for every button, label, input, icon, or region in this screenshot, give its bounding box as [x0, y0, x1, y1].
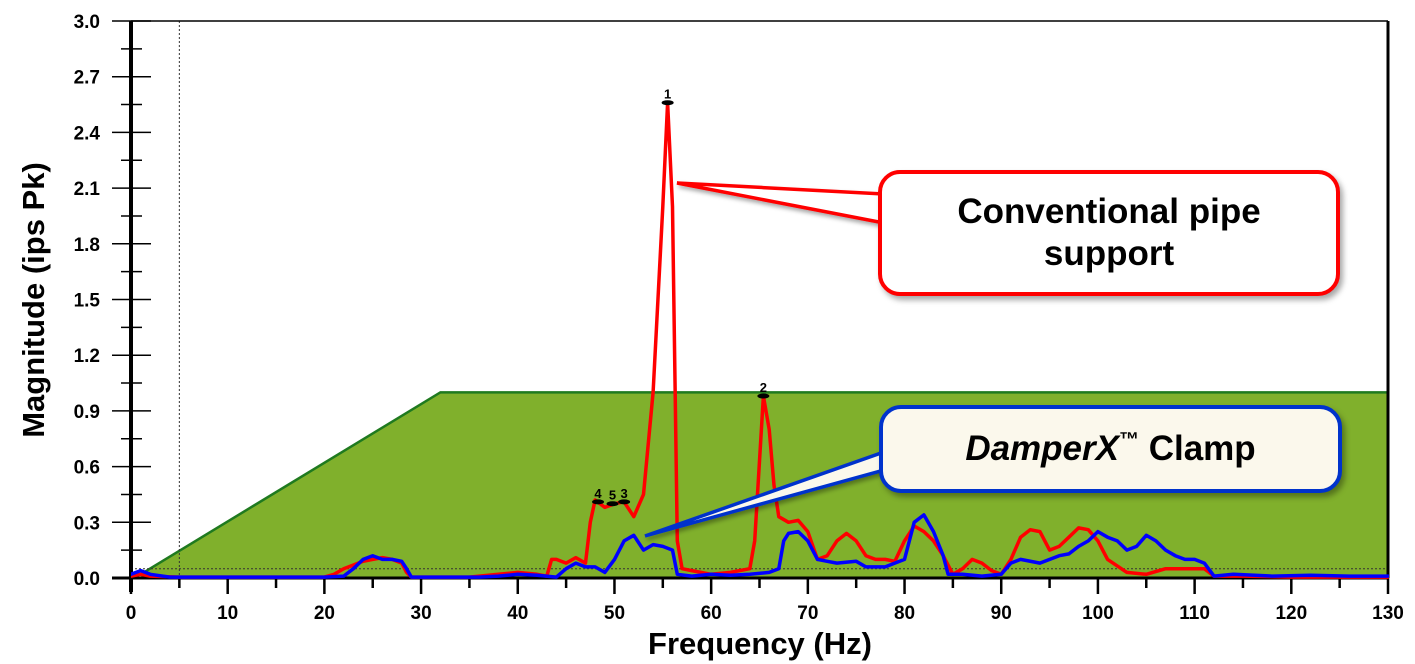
peak-marker-dot	[606, 501, 619, 507]
y-tick-label: 3.0	[74, 12, 100, 33]
x-tick-label: 30	[411, 603, 432, 624]
x-tick-label: 70	[797, 603, 818, 624]
series-damperx-line	[131, 513, 1389, 579]
peak-marker-dot	[757, 393, 770, 399]
x-tick-label: 20	[314, 603, 335, 624]
damperx-suffix: Clamp	[1138, 429, 1256, 468]
callout-conventional-text: Conventional pipe support	[957, 192, 1261, 273]
callout-conventional-pipe-support: Conventional pipe support	[878, 170, 1340, 296]
red-callout-pointer	[676, 181, 886, 226]
y-tick-label: 1.2	[74, 346, 100, 367]
x-tick-label: 90	[991, 603, 1012, 624]
x-tick-label: 100	[1082, 603, 1114, 624]
peak-marker-label: 1	[664, 87, 671, 102]
y-tick-label: 2.1	[74, 179, 101, 200]
y-tick-label: 1.8	[74, 235, 100, 256]
data-series	[131, 100, 1389, 579]
x-tick-label: 10	[217, 603, 238, 624]
x-tick-label: 110	[1179, 603, 1210, 624]
y-tick-label: 1.5	[74, 291, 101, 312]
x-tick-label: 120	[1275, 603, 1307, 624]
x-tick-label: 40	[507, 603, 528, 624]
y-tick-label: 2.7	[74, 68, 100, 89]
acceptance-region-edge	[140, 391, 1388, 576]
y-tick-label: 2.4	[74, 123, 101, 144]
x-tick-label: 80	[894, 603, 915, 624]
peak-marker-dot	[592, 499, 605, 505]
x-tick-label: 0	[126, 603, 137, 624]
y-tick-label: 0.9	[74, 402, 100, 423]
peak-markers: 1 2 3 4 5	[592, 87, 770, 507]
y-axis-title: Magnitude (ips Pk)	[16, 162, 51, 438]
x-axis-title: Frequency (Hz)	[648, 626, 872, 661]
axes: 0.0 0.3 0.6 0.9 1.2 1.5 1.8 2.1 2.4 2.7 3.0 0 10 20 30…	[74, 12, 1404, 624]
peak-marker-label: 4	[594, 486, 602, 501]
peak-marker-label: 3	[621, 486, 628, 501]
damperx-brand: DamperX	[965, 429, 1119, 468]
x-tick-label: 50	[604, 603, 625, 624]
x-tick-label: 130	[1372, 603, 1404, 624]
peak-marker-dot	[661, 100, 674, 106]
y-tick-label: 0.6	[74, 458, 100, 479]
trademark-symbol: ™	[1118, 429, 1139, 451]
callout-damperx-clamp: DamperX™ Clamp	[879, 405, 1342, 493]
peak-marker-label: 2	[760, 380, 767, 395]
y-tick-label: 0.0	[74, 569, 100, 590]
x-tick-label: 60	[701, 603, 722, 624]
y-tick-label: 0.3	[74, 513, 100, 534]
callout-damperx-text: DamperX™ Clamp	[965, 429, 1255, 469]
peak-marker-label: 5	[609, 488, 616, 503]
peak-marker-dot	[618, 499, 631, 505]
